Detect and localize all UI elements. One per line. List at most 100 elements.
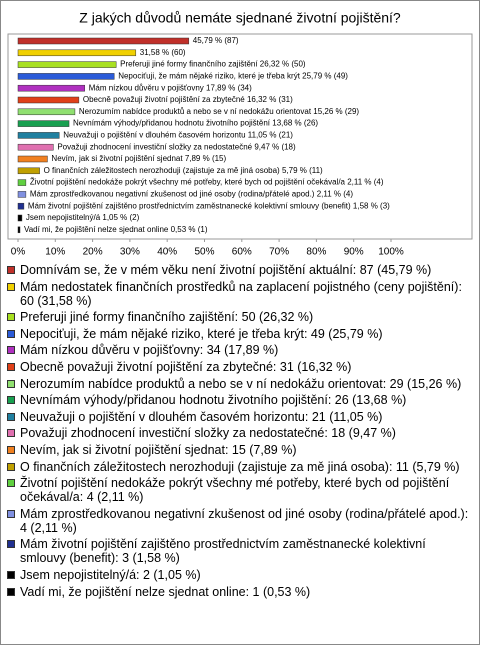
bar bbox=[17, 155, 48, 163]
bar bbox=[17, 143, 54, 151]
legend-item: Domnívám se, že v mém věku není životní … bbox=[7, 263, 471, 277]
value-label: Nepociťuji, že mám nějaké riziko, které … bbox=[118, 72, 348, 81]
bar bbox=[17, 108, 76, 116]
value-label: Jsem nepojistitelný/á 1,05 % (2) bbox=[26, 213, 140, 222]
value-label: Neuvažuji o pojištění v dlouhém časovém … bbox=[63, 131, 293, 140]
legend-item: Obecně považuji životní pojištění za zby… bbox=[7, 360, 471, 374]
legend-label: Nevím, jak si životní pojištění sjednat:… bbox=[20, 442, 297, 457]
legend-label: Neuvažuji o pojištění v dlouhém časovém … bbox=[20, 409, 383, 424]
x-tick-label: 50% bbox=[194, 247, 214, 258]
value-label: O finančních záležitostech nerozhoduji (… bbox=[44, 166, 323, 175]
legend-item: Nevím, jak si životní pojištění sjednat:… bbox=[7, 443, 471, 457]
bar bbox=[17, 226, 21, 234]
bar bbox=[17, 191, 27, 198]
x-tick-label: 70% bbox=[269, 247, 289, 258]
value-label: Obecně považuji životní pojištění za zby… bbox=[83, 95, 293, 104]
bar bbox=[17, 132, 60, 139]
legend-item: Preferuji jiné formy finančního zajištěn… bbox=[7, 310, 471, 324]
legend: Domnívám se, že v mém věku není životní … bbox=[7, 263, 471, 601]
value-label: 45,79 % (87) bbox=[193, 36, 239, 45]
legend-swatch bbox=[7, 329, 15, 338]
value-label: Mám životní pojištění zajištěno prostřed… bbox=[28, 201, 390, 210]
legend-label: Nerozumím nabídce produktů a nebo se v n… bbox=[20, 376, 462, 391]
legend-swatch bbox=[7, 362, 15, 371]
bar bbox=[17, 214, 23, 222]
legend-label: Mám nízkou důvěru v pojišťovny: 34 (17,8… bbox=[20, 343, 279, 358]
legend-label: Životní pojištění nedokáže pokrýt všechn… bbox=[20, 476, 450, 505]
value-label: Mám nízkou důvěru v pojišťovny 17,89 % (… bbox=[89, 83, 252, 92]
legend-label: Jsem nepojistitelný/á: 2 (1,05 %) bbox=[20, 567, 201, 582]
legend-label: Vadí mi, že pojištění nelze sjednat onli… bbox=[20, 584, 311, 599]
legend-label: Domnívám se, že v mém věku není životní … bbox=[20, 263, 432, 277]
value-label: Životní pojištění nedokáže pokrýt všechn… bbox=[30, 178, 384, 187]
x-tick-label: 30% bbox=[120, 247, 140, 258]
x-tick-label: 100% bbox=[378, 247, 404, 258]
bar bbox=[17, 96, 80, 104]
legend-label: Nepociťuji, že mám nějaké riziko, které … bbox=[20, 326, 383, 341]
chart-title: Z jakých důvodů nemáte sjednané životní … bbox=[79, 10, 401, 26]
legend-swatch bbox=[7, 282, 15, 291]
legend-item: Nevnímám výhody/přidanou hodnotu životní… bbox=[7, 393, 471, 407]
legend-swatch bbox=[7, 412, 15, 421]
plot-frame bbox=[7, 33, 473, 240]
legend-label: Mám nedostatek finančních prostředků na … bbox=[20, 279, 462, 308]
value-label: 31,58 % (60) bbox=[140, 48, 186, 57]
x-tick-label: 60% bbox=[232, 247, 252, 258]
legend-swatch bbox=[7, 462, 15, 471]
legend-item: Mám nízkou důvěru v pojišťovny: 34 (17,8… bbox=[7, 343, 471, 357]
legend-item: Životní pojištění nedokáže pokrýt všechn… bbox=[7, 476, 471, 504]
value-label: Nevnímám výhody/přidanou hodnotu životní… bbox=[73, 119, 318, 128]
legend-item: Mám životní pojištění zajištěno prostřed… bbox=[7, 537, 471, 565]
legend-swatch bbox=[7, 509, 15, 518]
legend-swatch bbox=[7, 587, 15, 596]
value-label: Preferuji jiné formy finančního zajištěn… bbox=[120, 60, 306, 69]
legend-label: Preferuji jiné formy finančního zajištěn… bbox=[20, 310, 314, 325]
legend-swatch bbox=[7, 445, 15, 454]
legend-item: Mám nedostatek finančních prostředků na … bbox=[7, 280, 471, 308]
value-label: Považuji zhodnocení investiční složky za… bbox=[57, 142, 296, 151]
legend-swatch bbox=[7, 396, 15, 405]
x-tick-label: 0% bbox=[11, 247, 26, 258]
legend-label: Obecně považuji životní pojištění za zby… bbox=[20, 359, 352, 374]
legend-item: Mám zprostředkovanou negativní zkušenost… bbox=[7, 507, 471, 535]
x-tick-label: 10% bbox=[45, 247, 65, 258]
legend-label: O finančních záležitostech nerozhoduji (… bbox=[20, 459, 460, 474]
value-label: Nerozumím nabídce produktů a nebo se v n… bbox=[79, 107, 360, 116]
legend-label: Považuji zhodnocení investiční složky za… bbox=[20, 426, 396, 441]
bar bbox=[17, 84, 85, 92]
legend-item: Nerozumím nabídce produktů a nebo se v n… bbox=[7, 377, 471, 391]
legend-swatch bbox=[7, 479, 15, 488]
value-label: Vadí mi, že pojištění nelze sjednat onli… bbox=[24, 225, 208, 234]
bar bbox=[17, 179, 27, 186]
bar bbox=[17, 167, 40, 175]
bar bbox=[17, 120, 70, 127]
legend-label: Mám životní pojištění zajištěno prostřed… bbox=[20, 537, 426, 566]
legend-item: Jsem nepojistitelný/á: 2 (1,05 %) bbox=[7, 568, 471, 582]
legend-item: O finančních záležitostech nerozhoduji (… bbox=[7, 460, 471, 474]
value-label: Mám zprostředkovanou negativní zkušenost… bbox=[30, 190, 353, 199]
legend-item: Vadí mi, že pojištění nelze sjednat onli… bbox=[7, 585, 471, 599]
x-tick-label: 20% bbox=[83, 247, 103, 258]
legend-swatch bbox=[7, 570, 15, 579]
legend-swatch bbox=[7, 266, 15, 274]
legend-swatch bbox=[7, 429, 15, 438]
bar bbox=[17, 49, 137, 57]
legend-swatch bbox=[7, 346, 15, 355]
legend-item: Neuvažuji o pojištění v dlouhém časovém … bbox=[7, 410, 471, 424]
legend-swatch bbox=[7, 540, 15, 549]
legend-item: Považuji zhodnocení investiční složky za… bbox=[7, 426, 471, 440]
legend-swatch bbox=[7, 313, 15, 322]
value-label: Nevím, jak si životní pojištění sjednat … bbox=[51, 154, 226, 163]
bar bbox=[17, 37, 190, 45]
x-tick-label: 90% bbox=[344, 247, 364, 258]
legend-swatch bbox=[7, 379, 15, 388]
legend-item: Nepociťuji, že mám nějaké riziko, které … bbox=[7, 327, 471, 341]
bar bbox=[17, 73, 115, 80]
legend-label: Mám zprostředkovanou negativní zkušenost… bbox=[20, 506, 469, 535]
bar bbox=[17, 61, 117, 68]
legend-label: Nevnímám výhody/přidanou hodnotu životní… bbox=[20, 393, 407, 408]
x-tick-label: 40% bbox=[157, 247, 177, 258]
x-tick-label: 80% bbox=[306, 247, 326, 258]
chart: Z jakých důvodů nemáte sjednané životní … bbox=[7, 10, 473, 258]
